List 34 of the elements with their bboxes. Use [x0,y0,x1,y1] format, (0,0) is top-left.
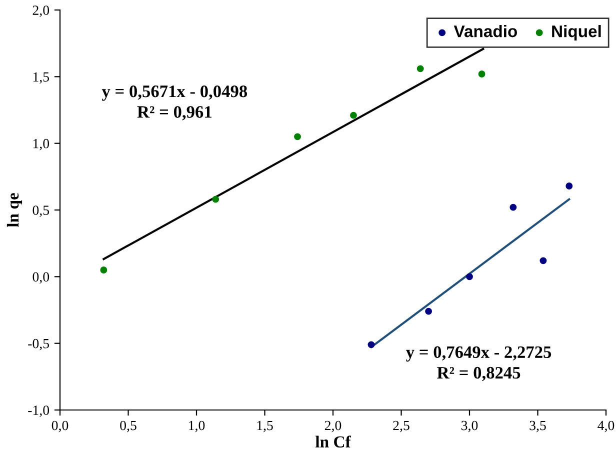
point [212,196,220,203]
point [368,341,375,348]
legend-label: Vanadio [454,25,518,38]
point [540,257,547,264]
x-tick-label: 3,0 [461,420,478,432]
point [478,70,486,78]
x-tick-label: 3,5 [530,420,546,432]
x-tick-label: 0,5 [120,420,136,432]
y-tick-label: -0,5 [28,338,50,350]
point [510,204,517,211]
x-tick-label: 2,5 [393,420,410,432]
x-tick-label: 2,0 [324,420,342,432]
y-axis-title: ln qe [6,193,22,228]
annotation: y = 0,7649x - 2,2725 R² = 0,8245 [406,346,552,382]
y-tick-label: -1,0 [28,406,50,417]
x-tick-label: 1,0 [189,420,205,432]
point [100,266,108,274]
x-axis-title: ln Cf [316,436,351,448]
y-tick-label: 0,0 [32,272,50,284]
point [466,273,473,280]
x-tick-label: 1,5 [257,420,273,432]
y-tick-label: 2,0 [32,6,50,17]
x-tick-label: 4,0 [598,420,614,432]
x-tick-label: 0,0 [52,420,68,432]
annotation: y = 0,5671x - 0,0498 R² = 0,961 [102,86,248,120]
point [350,112,357,119]
y-tick-label: 1,0 [33,138,50,150]
point [566,182,573,190]
point [425,308,432,315]
point [294,133,301,140]
y-tick-label: 0,5 [32,206,50,217]
y-tick-label: 1,5 [33,72,50,84]
legend-label: Niquel [552,25,601,41]
point [416,65,424,72]
